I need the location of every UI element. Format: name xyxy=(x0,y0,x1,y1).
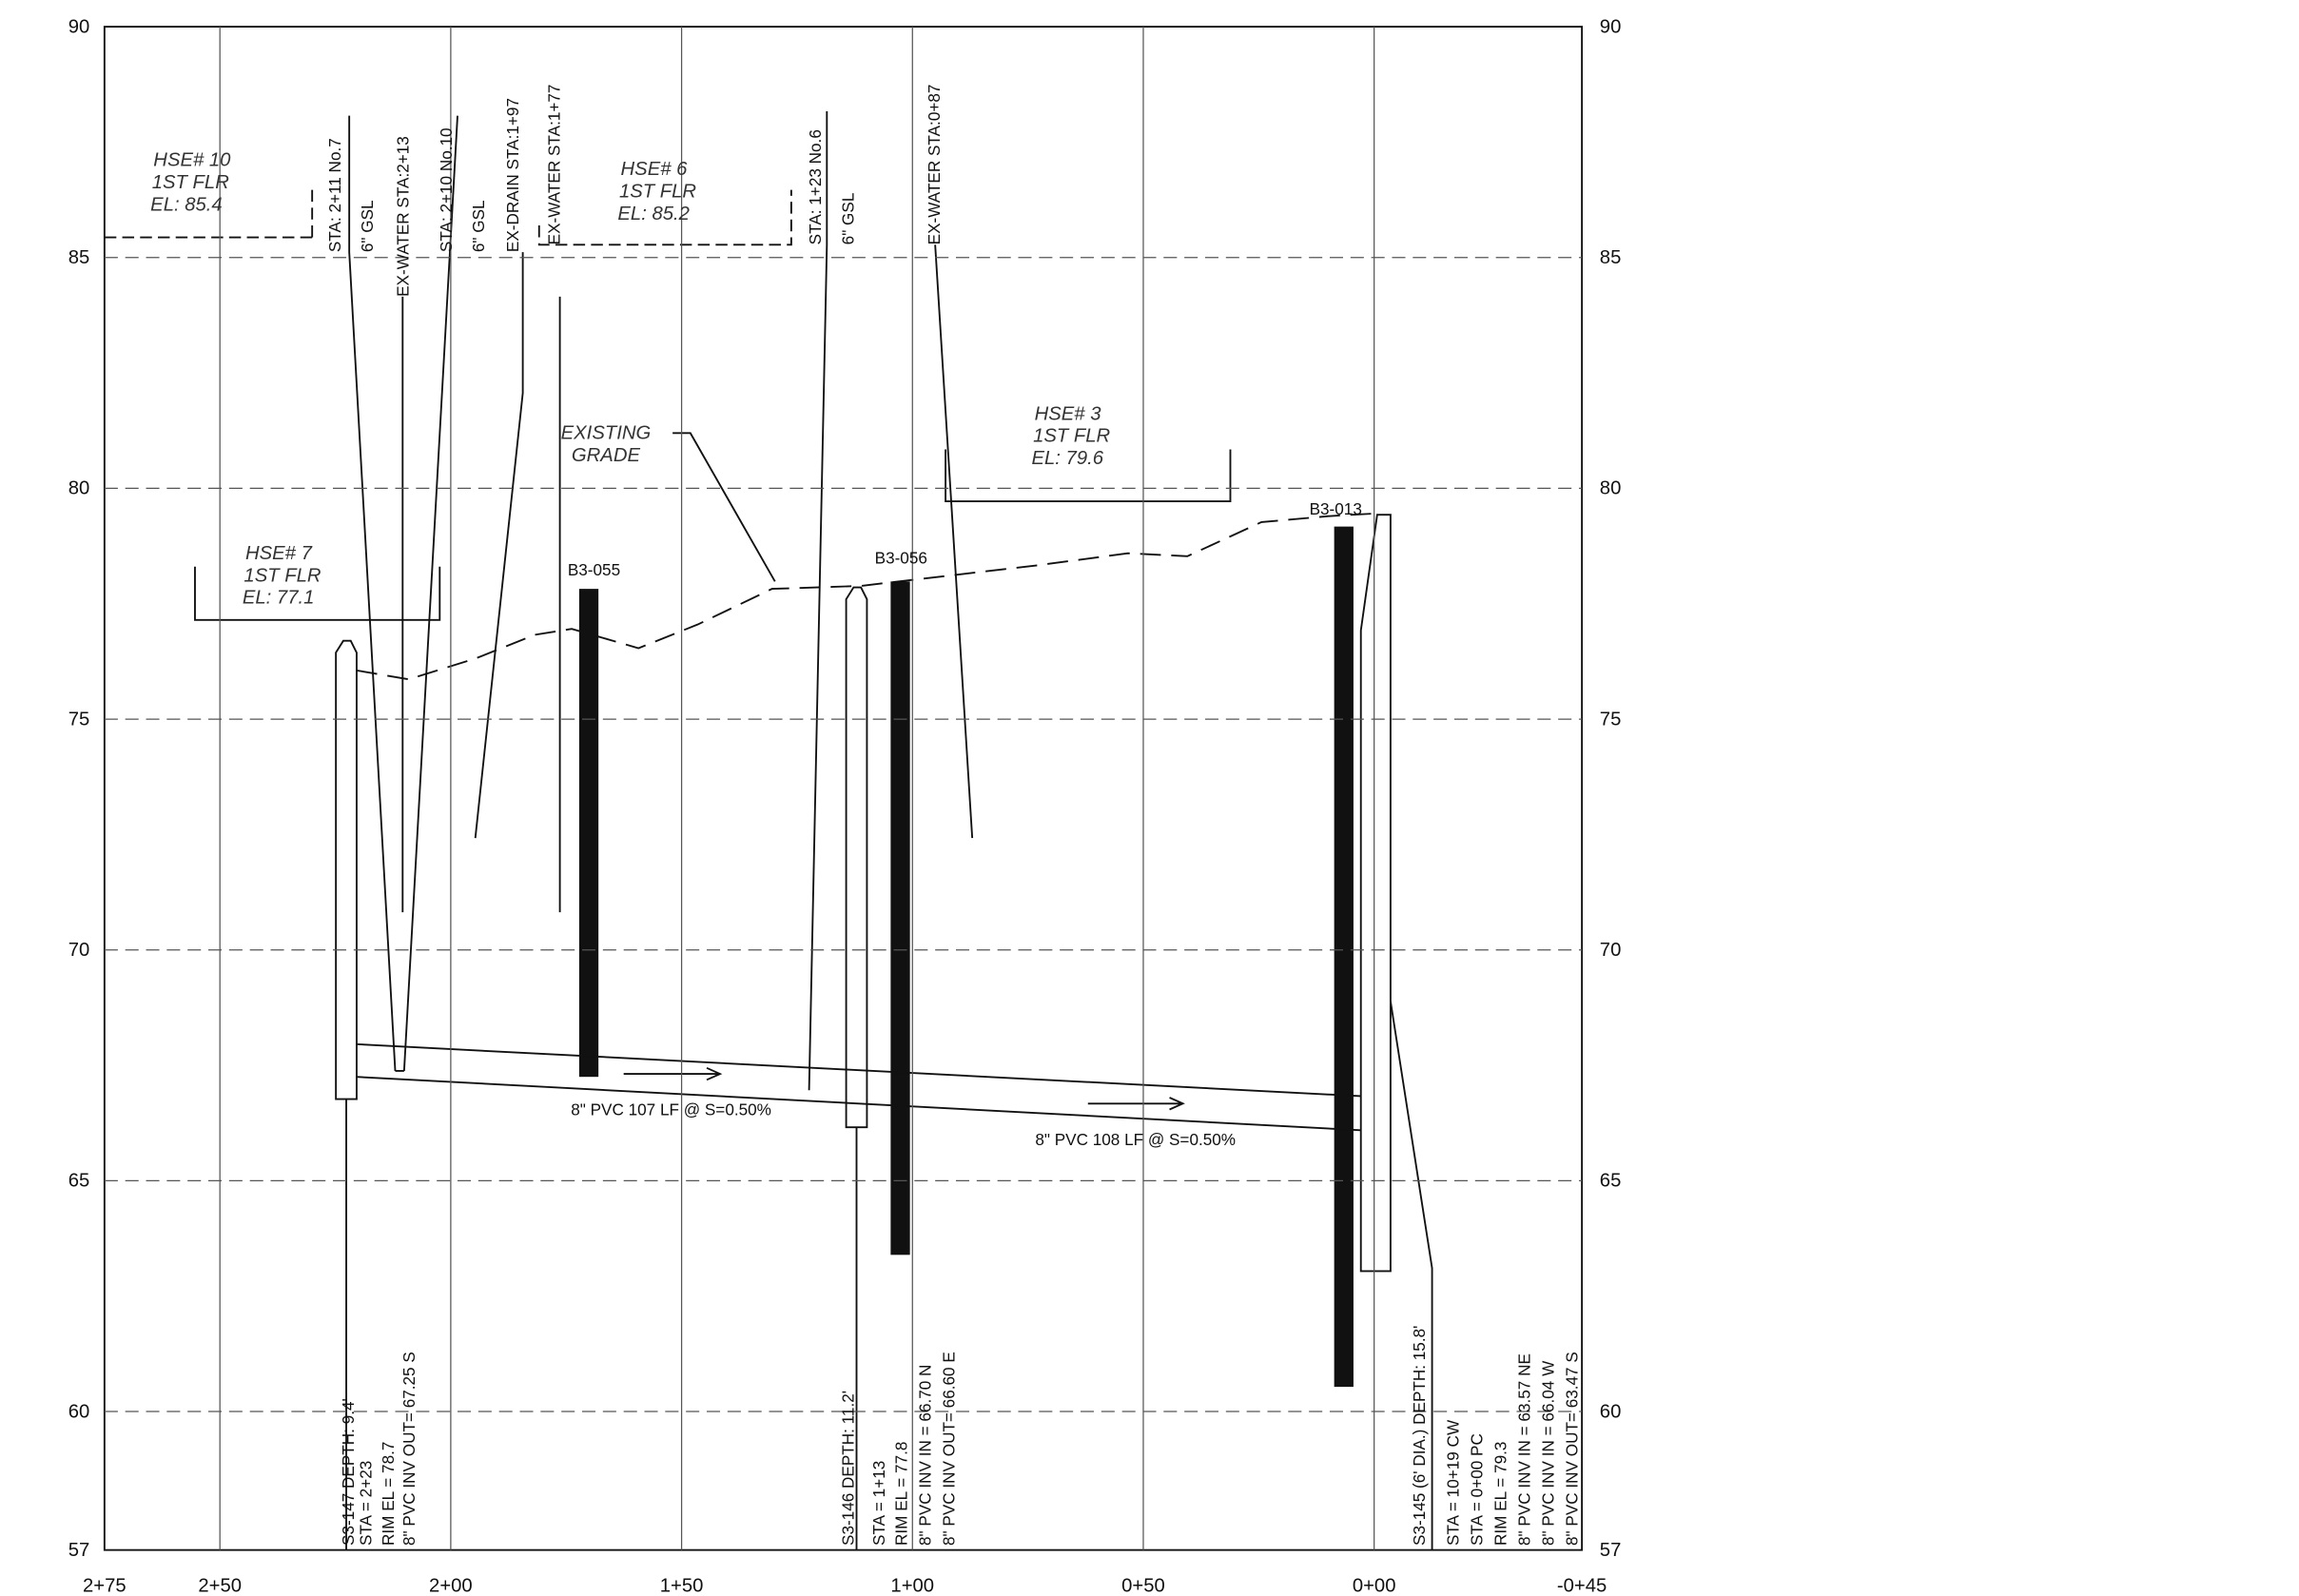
house-label: 1ST FLR xyxy=(244,565,321,586)
house-floor xyxy=(537,189,792,246)
elevation-label: 57 xyxy=(1600,1540,1622,1561)
manhole-label: 8" PVC INV IN = 66.04 W xyxy=(1538,1360,1557,1546)
boring-label: B3-056 xyxy=(875,549,927,568)
pipe xyxy=(356,1042,1361,1132)
elevation-label: 70 xyxy=(68,940,90,961)
house-label: HSE# 7 xyxy=(245,543,313,564)
elevation-label: 85 xyxy=(68,247,90,268)
utility-label: 6" GSL xyxy=(358,200,377,252)
station-label: 2+00 xyxy=(429,1575,473,1596)
elevation-label: 80 xyxy=(68,478,90,499)
utility-label: EX-WATER STA:0+87 xyxy=(925,85,944,245)
boring-label: B3-013 xyxy=(1310,499,1362,518)
manhole xyxy=(335,639,358,1100)
house-floor xyxy=(194,566,441,621)
existing-grade xyxy=(356,512,1381,681)
elevation-label: 60 xyxy=(68,1401,90,1422)
manhole xyxy=(845,586,868,1129)
manhole-label: RIM EL = 79.3 xyxy=(1491,1442,1510,1546)
leader xyxy=(345,1001,1433,1550)
manhole-label: RIM EL = 78.7 xyxy=(379,1442,398,1546)
manhole-label: RIM EL = 77.8 xyxy=(892,1442,911,1546)
house-label: EL: 79.6 xyxy=(1032,448,1104,469)
manhole-label: STA = 2+23 xyxy=(357,1461,376,1546)
elevation-label: 57 xyxy=(68,1540,90,1561)
flow-arrow xyxy=(623,1066,1185,1111)
station-label: 2+75 xyxy=(83,1575,127,1596)
boring-label: B3-055 xyxy=(568,560,620,579)
manhole-label: S3-146 DEPTH: 11.2' xyxy=(838,1391,857,1546)
house-label: 1ST FLR xyxy=(1033,426,1110,447)
station-label: 1+00 xyxy=(890,1575,934,1596)
service-line xyxy=(808,110,828,1091)
grade-label: EXISTING xyxy=(561,423,652,444)
station-label: 0+00 xyxy=(1353,1575,1396,1596)
utility-label: 6" GSL xyxy=(469,200,488,252)
leader xyxy=(672,432,776,582)
manhole-label: STA = 1+13 xyxy=(869,1461,888,1546)
station-label: -0+45 xyxy=(1557,1575,1607,1596)
elevation-label: 60 xyxy=(1600,1401,1622,1422)
house-label: 1ST FLR xyxy=(619,181,696,202)
manhole-label: S3-145 (6' DIA.) DEPTH: 15.8' xyxy=(1410,1326,1429,1546)
utility-label: STA: 2+10 No.10 xyxy=(437,127,456,252)
station-label: 0+50 xyxy=(1121,1575,1165,1596)
house-label: EL: 85.2 xyxy=(617,204,690,224)
utility-label: EX-WATER STA:1+77 xyxy=(545,85,564,245)
manhole-label: 8" PVC INV IN = 66.70 N xyxy=(915,1365,934,1546)
utility-line xyxy=(401,244,974,913)
frame xyxy=(103,26,1584,1551)
elevation-label: 65 xyxy=(68,1171,90,1192)
house-label: EL: 85.4 xyxy=(150,194,223,215)
house-label: EL: 77.1 xyxy=(243,588,314,609)
elevation-label: 75 xyxy=(1600,709,1622,730)
utility-label: STA: 2+11 No.7 xyxy=(325,138,344,252)
elevation-label: 80 xyxy=(1600,478,1622,499)
manhole xyxy=(1359,514,1392,1273)
manhole-label: 8" PVC INV OUT= 66.60 E xyxy=(939,1352,958,1546)
elevation-label: 65 xyxy=(1600,1171,1622,1192)
manhole-label: STA = 0+00 PC xyxy=(1468,1433,1487,1546)
boring xyxy=(578,589,599,1078)
house-floor xyxy=(104,185,314,239)
service-line xyxy=(348,115,458,1072)
house-floor xyxy=(945,449,1232,503)
elevation-label: 85 xyxy=(1600,247,1622,268)
pipe-label: 8" PVC 107 LF @ S=0.50% xyxy=(571,1100,771,1119)
station-label: 1+50 xyxy=(660,1575,704,1596)
manhole-label: 8" PVC INV OUT= 63.47 S xyxy=(1562,1352,1581,1546)
manhole-label: STA = 10+19 CW xyxy=(1444,1419,1463,1546)
utility-label: EX-DRAIN STA:1+97 xyxy=(503,98,522,252)
layout-lines xyxy=(103,26,1584,1551)
elevation-label: 90 xyxy=(68,16,90,37)
house-label: HSE# 6 xyxy=(621,159,689,180)
elevation-label: 70 xyxy=(1600,940,1622,961)
manhole-label: 8" PVC INV OUT= 67.25 S xyxy=(399,1352,419,1546)
grade-label: GRADE xyxy=(572,445,641,466)
elevation-label: 90 xyxy=(1600,16,1622,37)
boring xyxy=(1334,526,1354,1388)
house-label: HSE# 3 xyxy=(1035,403,1102,424)
pipe-label: 8" PVC 108 LF @ S=0.50% xyxy=(1035,1130,1236,1149)
station-label: 2+50 xyxy=(198,1575,242,1596)
manhole-label: 8" PVC INV IN = 63.57 NE xyxy=(1515,1353,1534,1546)
house-label: 1ST FLR xyxy=(152,172,229,193)
elevation-label: 75 xyxy=(68,709,90,730)
utility-label: EX-WATER STA:2+13 xyxy=(394,136,413,297)
utility-label: STA: 1+23 No.6 xyxy=(806,129,825,244)
house-label: HSE# 10 xyxy=(153,150,231,171)
utility-label: 6" GSL xyxy=(838,193,857,245)
manhole-label: S3-147 DEPTH: 9.4' xyxy=(339,1398,358,1546)
boring xyxy=(890,581,910,1255)
